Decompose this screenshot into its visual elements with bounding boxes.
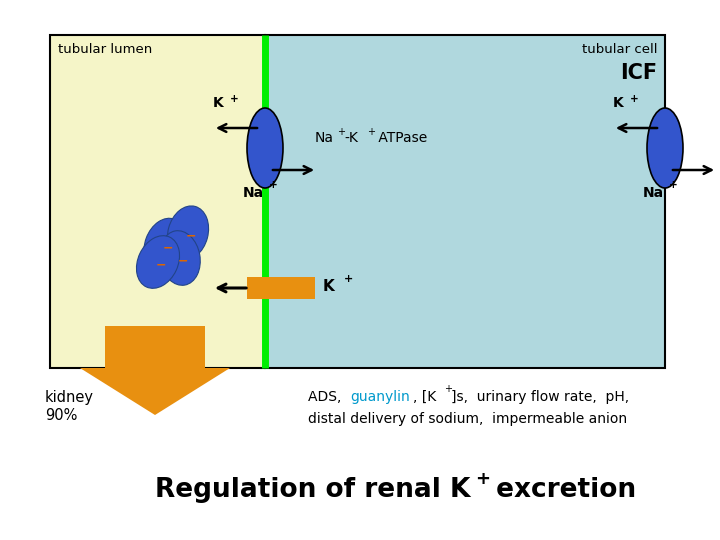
Ellipse shape [647, 108, 683, 188]
Text: ATPase: ATPase [374, 131, 427, 145]
Text: +: + [630, 94, 639, 104]
Text: K: K [323, 279, 335, 294]
Ellipse shape [144, 218, 186, 272]
Text: K: K [613, 96, 624, 110]
Text: Na: Na [243, 186, 264, 200]
Text: ]s,  urinary flow rate,  pH,: ]s, urinary flow rate, pH, [451, 390, 629, 404]
Text: −: − [156, 259, 166, 272]
Text: −: − [178, 254, 188, 267]
Text: -K: -K [344, 131, 358, 145]
Text: 90%: 90% [45, 408, 77, 423]
Text: distal delivery of sodium,  impermeable anion: distal delivery of sodium, impermeable a… [308, 412, 627, 426]
Text: −: − [163, 241, 174, 254]
Text: +: + [475, 470, 490, 488]
Text: +: + [337, 127, 345, 137]
Text: +: + [230, 94, 239, 104]
Text: Na: Na [315, 131, 334, 145]
Text: +: + [444, 384, 452, 394]
Ellipse shape [168, 206, 209, 260]
Ellipse shape [160, 231, 200, 285]
Text: excretion: excretion [487, 477, 636, 503]
Text: Na: Na [643, 186, 664, 200]
Text: kidney: kidney [45, 390, 94, 405]
Text: ICF: ICF [620, 63, 657, 83]
Text: tubular cell: tubular cell [582, 43, 657, 56]
Ellipse shape [137, 235, 179, 288]
Text: Regulation of renal K: Regulation of renal K [155, 477, 470, 503]
Bar [265, 35, 665, 368]
Text: +: + [269, 180, 278, 190]
Text: K: K [213, 96, 224, 110]
Text: , [K: , [K [413, 390, 436, 404]
Text: ADS,: ADS, [308, 390, 346, 404]
Text: +: + [669, 180, 678, 190]
Bar [247, 277, 315, 299]
Bar [50, 35, 265, 368]
Text: −: − [186, 230, 197, 242]
Text: tubular lumen: tubular lumen [58, 43, 152, 56]
Text: +: + [344, 274, 354, 284]
Polygon shape [80, 368, 230, 415]
Bar [105, 326, 205, 368]
Ellipse shape [247, 108, 283, 188]
Text: +: + [367, 127, 375, 137]
Text: guanylin: guanylin [350, 390, 410, 404]
